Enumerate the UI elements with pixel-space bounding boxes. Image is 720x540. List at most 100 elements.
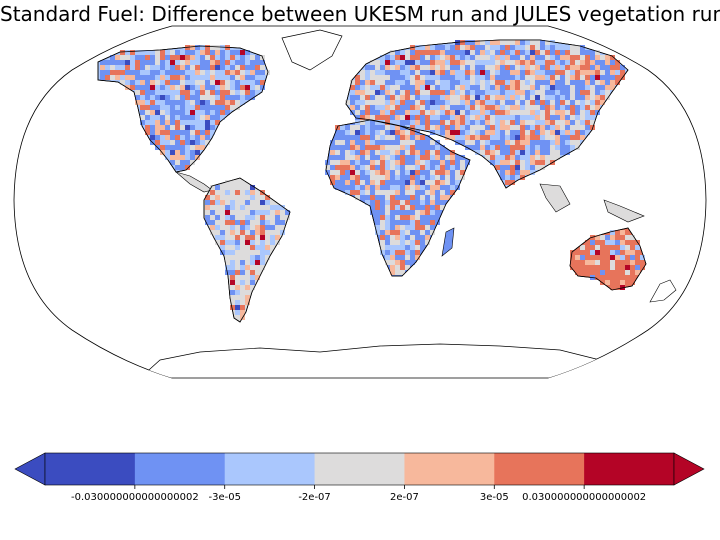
grid-cell [105, 65, 110, 70]
grid-cell [265, 250, 270, 255]
grid-cell [240, 95, 245, 100]
grid-cell [510, 135, 515, 140]
grid-cell [495, 40, 500, 45]
grid-cell [415, 245, 420, 250]
grid-cell [235, 90, 240, 95]
grid-cell [210, 95, 215, 100]
grid-cell [590, 75, 595, 80]
grid-cell [415, 65, 420, 70]
grid-cell [380, 125, 385, 130]
grid-cell [485, 95, 490, 100]
grid-cell [200, 100, 205, 105]
grid-cell [400, 125, 405, 130]
grid-cell [435, 120, 440, 125]
grid-cell [520, 45, 525, 50]
grid-cell [395, 240, 400, 245]
grid-cell [525, 90, 530, 95]
grid-cell [585, 100, 590, 105]
grid-cell [385, 175, 390, 180]
grid-cell [375, 110, 380, 115]
grid-cell [365, 105, 370, 110]
grid-cell [425, 200, 430, 205]
grid-cell [410, 120, 415, 125]
grid-cell [500, 50, 505, 55]
grid-cell [210, 65, 215, 70]
grid-cell [505, 70, 510, 75]
grid-cell [480, 45, 485, 50]
grid-cell [410, 255, 415, 260]
grid-cell [430, 145, 435, 150]
grid-cell [180, 60, 185, 65]
grid-cell [420, 230, 425, 235]
grid-cell [465, 40, 470, 45]
grid-cell [355, 155, 360, 160]
grid-cell [385, 150, 390, 155]
grid-cell [405, 180, 410, 185]
grid-cell [125, 65, 130, 70]
grid-cell [270, 200, 275, 205]
grid-cell [145, 130, 150, 135]
grid-cell [380, 100, 385, 105]
grid-cell [195, 100, 200, 105]
grid-cell [435, 175, 440, 180]
grid-cell [525, 45, 530, 50]
grid-cell [500, 130, 505, 135]
grid-cell [535, 70, 540, 75]
grid-cell [170, 145, 175, 150]
grid-cell [370, 180, 375, 185]
world-map [13, 25, 707, 379]
grid-cell [365, 100, 370, 105]
grid-cell [590, 245, 595, 250]
grid-cell [460, 40, 465, 45]
grid-cell [155, 60, 160, 65]
grid-cell [475, 140, 480, 145]
grid-cell [190, 95, 195, 100]
grid-cell [220, 85, 225, 90]
grid-cell [390, 180, 395, 185]
grid-cell [195, 95, 200, 100]
grid-cell [410, 60, 415, 65]
grid-cell [450, 110, 455, 115]
grid-cell [270, 205, 275, 210]
grid-cell [265, 240, 270, 245]
grid-cell [410, 260, 415, 265]
grid-cell [365, 120, 370, 125]
grid-cell [520, 95, 525, 100]
grid-cell [205, 60, 210, 65]
grid-cell [450, 70, 455, 75]
grid-cell [190, 65, 195, 70]
grid-cell [385, 115, 390, 120]
grid-cell [425, 205, 430, 210]
grid-cell [470, 80, 475, 85]
grid-cell [625, 255, 630, 260]
grid-cell [240, 280, 245, 285]
grid-cell [260, 210, 265, 215]
grid-cell [210, 80, 215, 85]
grid-cell [385, 260, 390, 265]
grid-cell [485, 65, 490, 70]
grid-cell [455, 90, 460, 95]
grid-cell [285, 215, 290, 220]
grid-cell [565, 120, 570, 125]
grid-cell [210, 90, 215, 95]
grid-cell [350, 180, 355, 185]
grid-cell [405, 85, 410, 90]
grid-cell [385, 200, 390, 205]
grid-cell [225, 80, 230, 85]
grid-cell [190, 100, 195, 105]
grid-cell [425, 140, 430, 145]
grid-cell [490, 155, 495, 160]
grid-cell [530, 50, 535, 55]
grid-cell [415, 100, 420, 105]
grid-cell [615, 250, 620, 255]
grid-cell [235, 230, 240, 235]
grid-cell [235, 200, 240, 205]
grid-cell [545, 125, 550, 130]
grid-cell [390, 145, 395, 150]
grid-cell [210, 115, 215, 120]
grid-cell [445, 55, 450, 60]
grid-cell [610, 230, 615, 235]
grid-cell [230, 295, 235, 300]
grid-cell [580, 45, 585, 50]
grid-cell [515, 160, 520, 165]
